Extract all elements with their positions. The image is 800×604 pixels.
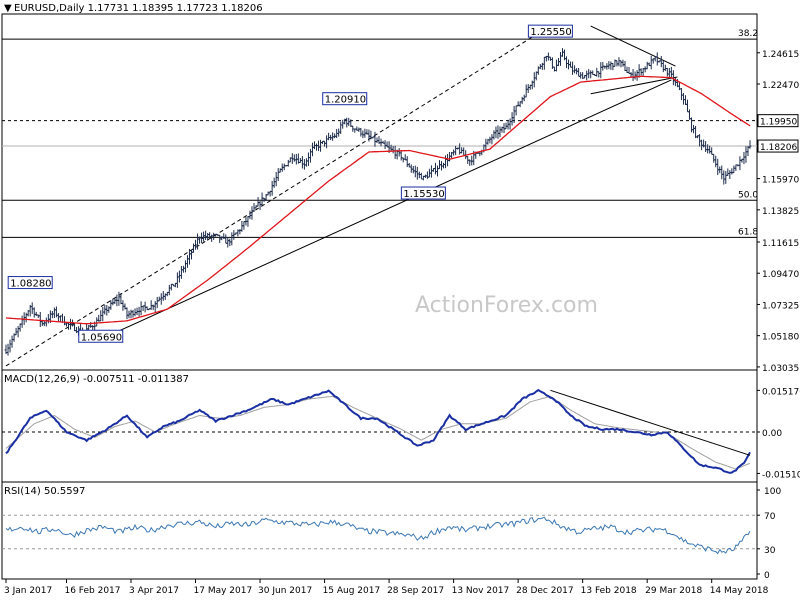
price-tick-label: 1.13825 (762, 207, 799, 217)
price-bars (4, 48, 752, 356)
dropdown-icon[interactable]: ▼ (4, 3, 12, 14)
time-tick-label: 14 May 2018 (710, 586, 769, 596)
price-tag-label: 1.19950 (760, 118, 797, 128)
price-tag (757, 114, 799, 128)
time-axis: 3 Jan 2017 16 Feb 2017 3 Apr 2017 17 May 20… (4, 579, 769, 596)
symbol-title: EURUSD,Daily 1.17731 1.18395 1.17723 1.1… (14, 3, 263, 14)
fib-label: 50.0 (738, 190, 758, 200)
price-axis: 1.24615 1.22470 1.15970 1.13825 1.11615 1.094… (757, 50, 799, 374)
price-tag (757, 139, 799, 153)
annotation-box (527, 24, 573, 38)
macd-title: MACD(12,26,9) -0.007511 -0.011387 (4, 374, 189, 385)
fib-label: 61.8 (738, 227, 758, 237)
rsi-tick-label: 0 (764, 571, 770, 581)
price-tick-label: 1.03035 (762, 364, 799, 374)
macd-trendline (550, 389, 751, 456)
price-tick-label: 1.22470 (762, 81, 799, 91)
horizontal-levels: 38.2 50.0 61.8 (2, 29, 758, 238)
rsi-tick-label: 100 (764, 487, 781, 497)
price-tick-label: 1.15970 (762, 176, 799, 186)
macd-pane[interactable]: MACD(12,26,9) -0.007511 -0.011387 0.0151… (1, 369, 800, 483)
moving-average (5, 75, 751, 325)
time-tick-label: 13 Feb 2018 (581, 586, 637, 596)
rsi-title: RSI(14) 50.5597 (4, 486, 85, 497)
price-tick-label: 1.24615 (762, 50, 799, 60)
time-tick-label: 28 Sep 2017 (387, 586, 444, 596)
rsi-lines (2, 514, 757, 555)
price-tick-label: 1.07325 (762, 301, 799, 311)
macd-axis: 0.015176 0.00 -0.015105 (757, 387, 800, 480)
annotation-label: 1.05690 (81, 332, 122, 343)
macd-lines (2, 388, 757, 474)
time-tick-label: 28 Dec 2017 (516, 586, 574, 596)
macd-tick-label: 0.015176 (762, 387, 800, 397)
annotation-label: 1.25550 (530, 27, 571, 38)
annotation-label: 1.08280 (10, 279, 51, 290)
price-annotations: 1.25550 1.20910 1.15530 1.08280 1.05690 (7, 24, 573, 343)
macd-tick-label: 0.00 (762, 429, 782, 439)
annotation-box (400, 186, 446, 200)
rsi-line (5, 516, 751, 555)
annotation-box (322, 92, 368, 106)
price-tick-label: 1.09470 (762, 270, 799, 280)
price-tick-label: 1.11615 (762, 239, 799, 249)
price-tick-label: 1.05180 (762, 333, 799, 343)
time-tick-label: 15 Aug 2017 (323, 586, 381, 596)
time-tick-label: 16 Feb 2017 (64, 586, 120, 596)
trendline (590, 76, 678, 95)
moving-average-line (5, 75, 751, 325)
fib-label: 38.2 (738, 29, 758, 39)
macd-main-line (5, 388, 751, 474)
time-tick-label: 30 Jun 2017 (258, 586, 312, 596)
annotation-label: 1.15530 (403, 189, 444, 200)
annotation-label: 1.20910 (325, 95, 366, 106)
annotation-box (78, 329, 124, 343)
rsi-pane[interactable]: RSI(14) 50.5597 100 70 30 0 (1, 481, 781, 581)
macd-tick-label: -0.015105 (762, 470, 800, 480)
watermark: ActionForex.com (415, 293, 598, 318)
rsi-tick-label: 30 (764, 546, 776, 556)
time-tick-label: 3 Jan 2017 (4, 586, 52, 596)
price-tag-label: 1.18206 (760, 143, 797, 153)
time-tick-label: 29 Mar 2018 (645, 586, 702, 596)
rsi-tick-label: 70 (764, 512, 776, 522)
time-tick-label: 17 May 2017 (194, 586, 253, 596)
trendline (5, 27, 547, 367)
rsi-pane-border (1, 481, 758, 580)
time-tick-label: 13 Nov 2017 (452, 586, 510, 596)
trendline (94, 79, 672, 343)
price-pane[interactable]: ▼ EURUSD,Daily 1.17731 1.18395 1.17723 1… (1, 3, 799, 374)
time-tick-label: 3 Apr 2017 (129, 586, 179, 596)
rsi-axis: 100 70 30 0 (757, 487, 781, 581)
annotation-box (7, 276, 53, 290)
